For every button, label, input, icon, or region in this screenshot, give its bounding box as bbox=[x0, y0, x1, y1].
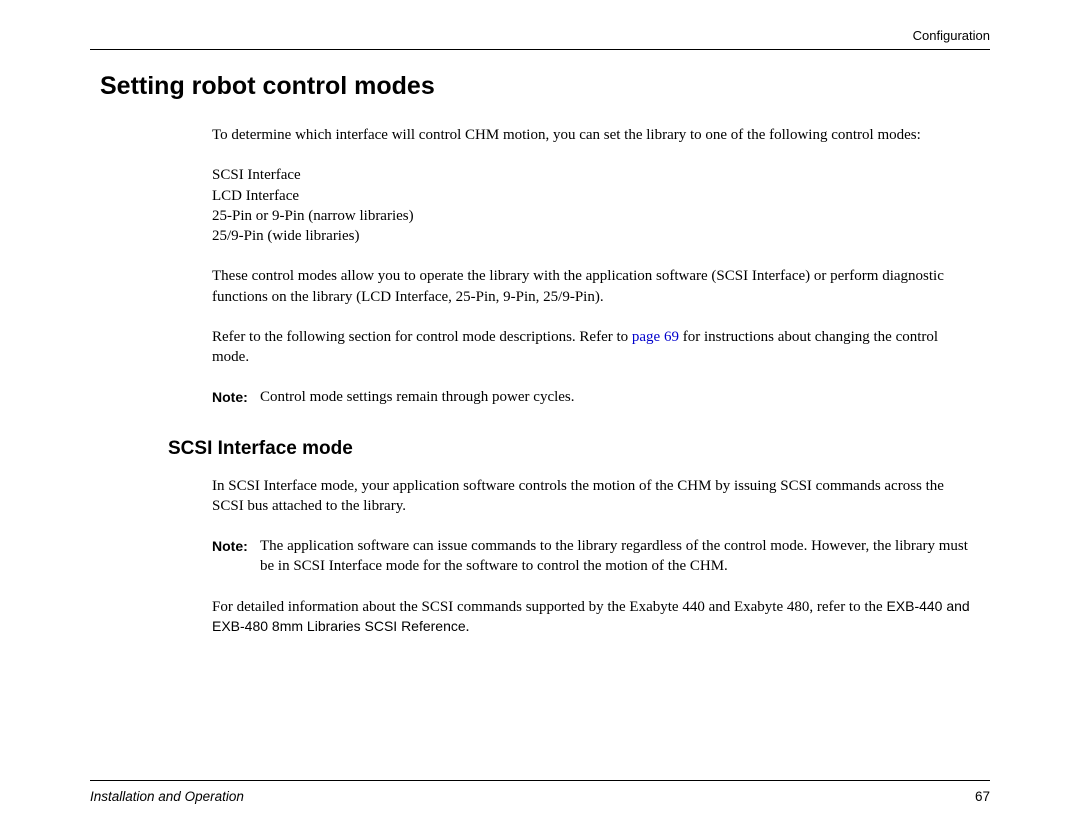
scsi-ref-post: . bbox=[466, 619, 470, 635]
list-item: 25-Pin or 9-Pin (narrow libraries) bbox=[212, 206, 970, 226]
note-text: Control mode settings remain through pow… bbox=[260, 387, 970, 407]
list-item: 25/9-Pin (wide libraries) bbox=[212, 226, 970, 246]
note-text: The application software can issue comma… bbox=[260, 536, 970, 577]
description-paragraph: These control modes allow you to operate… bbox=[212, 266, 970, 307]
page-title: Setting robot control modes bbox=[100, 72, 990, 101]
bottom-rule bbox=[90, 780, 990, 781]
note-label: Note: bbox=[212, 387, 260, 407]
list-item: LCD Interface bbox=[212, 186, 970, 206]
scsi-reference-paragraph: For detailed information about the SCSI … bbox=[212, 597, 970, 638]
footer-title: Installation and Operation bbox=[90, 789, 244, 804]
control-modes-list: SCSI Interface LCD Interface 25-Pin or 9… bbox=[212, 165, 970, 246]
intro-paragraph: To determine which interface will contro… bbox=[212, 125, 970, 145]
scsi-subheading: SCSI Interface mode bbox=[168, 438, 990, 460]
note-label: Note: bbox=[212, 536, 260, 556]
page-footer: Installation and Operation 67 bbox=[90, 780, 990, 804]
scsi-intro-paragraph: In SCSI Interface mode, your application… bbox=[212, 476, 970, 517]
page-link[interactable]: page 69 bbox=[632, 329, 679, 345]
page-number: 67 bbox=[975, 789, 990, 804]
note-block: Note: Control mode settings remain throu… bbox=[212, 387, 970, 407]
header-section-label: Configuration bbox=[90, 28, 990, 43]
reference-paragraph: Refer to the following section for contr… bbox=[212, 327, 970, 368]
scsi-ref-pre: For detailed information about the SCSI … bbox=[212, 599, 886, 615]
top-rule bbox=[90, 49, 990, 50]
reference-pre: Refer to the following section for contr… bbox=[212, 329, 632, 345]
list-item: SCSI Interface bbox=[212, 165, 970, 185]
note-block: Note: The application software can issue… bbox=[212, 536, 970, 577]
